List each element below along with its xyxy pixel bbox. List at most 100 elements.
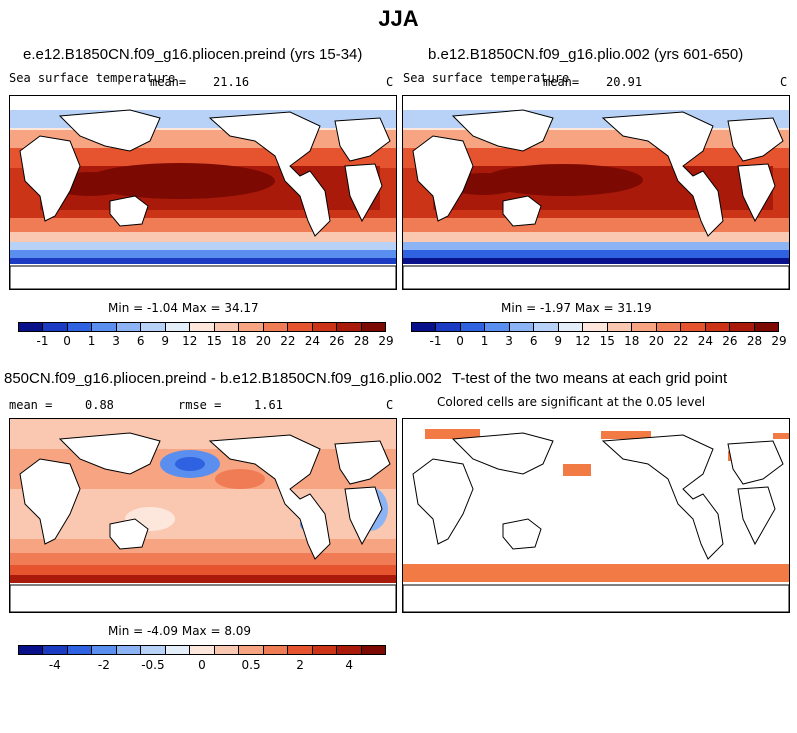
colorbar-swatch	[92, 646, 117, 654]
colorbar-tick-label: 20	[255, 334, 271, 348]
colorbar-swatch	[214, 646, 240, 654]
colorbar-tick-label: -1	[36, 334, 49, 348]
colorbar-swatch	[656, 323, 682, 331]
colorbar-tick-label: 28	[353, 334, 370, 348]
panel3-title: 850CN.f09_g16.pliocen.preind - b.e12.B18…	[4, 370, 442, 387]
colorbar-swatch	[485, 323, 510, 331]
colorbar-tick-label: 9	[161, 334, 170, 348]
panel2-map	[402, 95, 790, 290]
colorbar-tick-label: 15	[206, 334, 222, 348]
colorbar-swatch	[312, 646, 338, 654]
panel2-variable: Sea surface temperature	[403, 71, 570, 85]
panel4-subtitle: Colored cells are significant at the 0.0…	[437, 395, 706, 409]
colorbar-tick-label: 1	[87, 334, 96, 348]
colorbar-tick-label: 12	[182, 334, 198, 348]
panel3-colorbar	[18, 645, 386, 655]
colorbar-swatch	[116, 323, 142, 331]
colorbar-swatch	[705, 323, 731, 331]
colorbar-tick-label: -2	[97, 658, 110, 672]
colorbar-swatch	[92, 323, 117, 331]
colorbar-swatch	[190, 323, 215, 331]
colorbar-swatch	[361, 323, 386, 331]
colorbar-tick-label: 1	[480, 334, 489, 348]
colorbar-swatch	[165, 646, 191, 654]
panel1-map	[9, 95, 397, 290]
colorbar-tick-label: 0	[63, 334, 71, 348]
panel3-mean-label: mean =	[9, 398, 53, 412]
colorbar-tick-label: -1	[429, 334, 442, 348]
colorbar-tick-label: 18	[624, 334, 640, 348]
colorbar-swatch	[460, 323, 486, 331]
panel1-variable: Sea surface temperature	[9, 71, 176, 85]
colorbar-swatch	[43, 646, 68, 654]
colorbar-swatch	[288, 646, 313, 654]
colorbar-tick-label: 26	[722, 334, 738, 348]
colorbar-tick-label: 6	[136, 334, 145, 348]
colorbar-swatch	[239, 323, 264, 331]
colorbar-swatch	[19, 646, 44, 654]
colorbar-swatch	[19, 323, 44, 331]
colorbar-tick-label: 0.5	[241, 658, 261, 672]
colorbar-tick-label: -4	[48, 658, 61, 672]
panel1-units: C	[386, 75, 394, 89]
colorbar-tick-label: 29	[771, 334, 787, 348]
colorbar-tick-label: 24	[304, 334, 321, 348]
panel3-map-svg	[10, 419, 396, 612]
colorbar-swatch	[558, 323, 584, 331]
colorbar-swatch	[337, 646, 362, 654]
colorbar-tick-label: 9	[554, 334, 563, 348]
colorbar-tick-label: 15	[599, 334, 615, 348]
colorbar-swatch	[43, 323, 68, 331]
colorbar-tick-label: 0	[456, 334, 464, 348]
colorbar-swatch	[239, 646, 264, 654]
colorbar-swatch	[263, 323, 289, 331]
colorbar-tick-label: 4	[345, 658, 354, 672]
panel1-map-svg	[10, 96, 396, 289]
colorbar-swatch	[288, 323, 313, 331]
colorbar-tick-label: 29	[378, 334, 394, 348]
colorbar-tick-label: 3	[112, 334, 120, 348]
colorbar-swatch	[632, 323, 657, 331]
colorbar-tick-label: 18	[231, 334, 247, 348]
colorbar-swatch	[509, 323, 535, 331]
colorbar-swatch	[165, 323, 191, 331]
colorbar-tick-label: 22	[673, 334, 689, 348]
colorbar-swatch	[412, 323, 437, 331]
colorbar-tick-label: 20	[648, 334, 664, 348]
panel1-stats: Min = -1.04 Max = 34.17	[108, 301, 259, 315]
colorbar-swatch	[67, 646, 93, 654]
colorbar-swatch	[361, 646, 386, 654]
colorbar-tick-label: 22	[280, 334, 296, 348]
colorbar-swatch	[730, 323, 755, 331]
panel3-units: C	[386, 398, 394, 412]
colorbar-tick-label: -0.5	[141, 658, 165, 672]
colorbar-tick-label: 3	[505, 334, 513, 348]
panel1-colorbar-ticks: -1 0 1 3 6 9 12 15 18 20 22 24 26 28 29	[18, 334, 394, 348]
panel4-title: T-test of the two means at each grid poi…	[452, 370, 728, 387]
colorbar-swatch	[263, 646, 289, 654]
colorbar-tick-label: 26	[329, 334, 345, 348]
colorbar-swatch	[534, 323, 559, 331]
colorbar-swatch	[67, 323, 93, 331]
colorbar-swatch	[312, 323, 338, 331]
panel2-colorbar-ticks: -1 0 1 3 6 9 12 15 18 20 22 24 26 28 29	[411, 334, 787, 348]
colorbar-swatch	[436, 323, 461, 331]
panel3-map	[9, 418, 397, 613]
colorbar-swatch	[141, 646, 166, 654]
panel2-title: b.e12.B1850CN.f09_g16.plio.002 (yrs 601-…	[428, 46, 744, 63]
panel2-stats: Min = -1.97 Max = 31.19	[501, 301, 652, 315]
colorbar-swatch	[583, 323, 608, 331]
panel2-colorbar	[411, 322, 779, 332]
colorbar-swatch	[337, 323, 362, 331]
panel1-mean-value: 21.16	[213, 75, 250, 89]
panel4-map	[402, 418, 790, 613]
colorbar-swatch	[116, 646, 142, 654]
panel2-mean-label: mean=	[543, 75, 580, 89]
colorbar-tick-label: 28	[746, 334, 763, 348]
colorbar-tick-label: 6	[529, 334, 538, 348]
colorbar-tick-label: 24	[697, 334, 714, 348]
colorbar-swatch	[681, 323, 706, 331]
panel1-colorbar	[18, 322, 386, 332]
panel2-units: C	[780, 75, 788, 89]
main-title: JJA	[378, 6, 419, 31]
